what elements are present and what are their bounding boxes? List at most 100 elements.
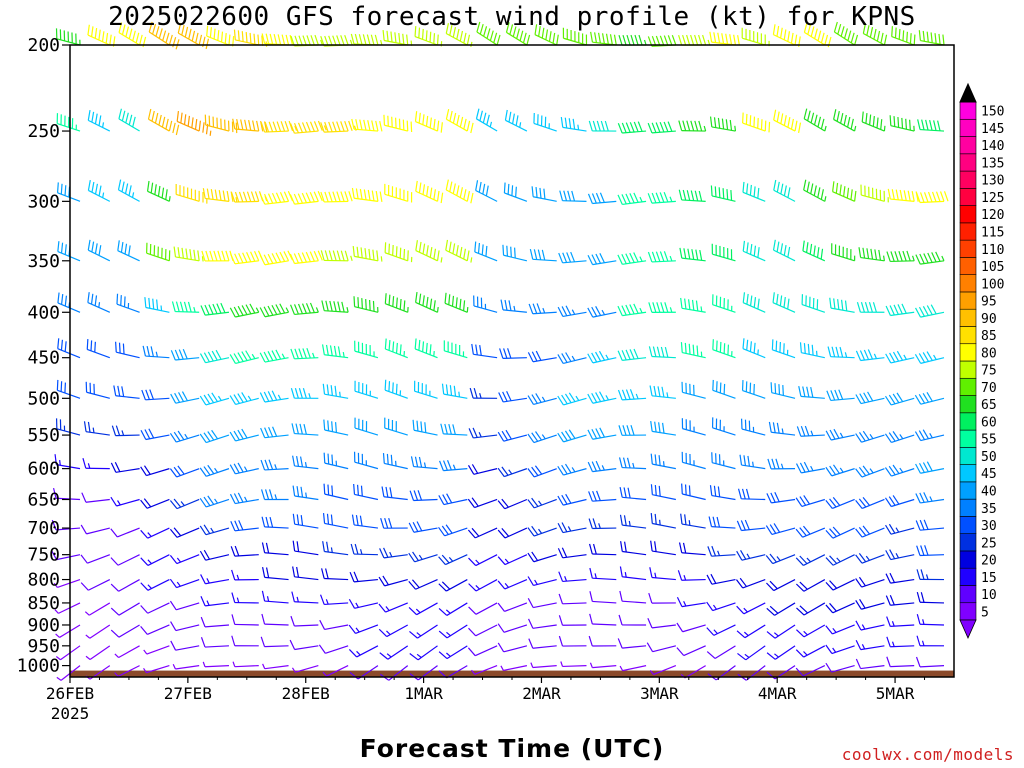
barb-flag — [438, 608, 448, 616]
wind-barb — [85, 624, 111, 639]
colorbar-label: 30 — [981, 519, 997, 534]
barb-flag — [52, 487, 57, 499]
barb-flag — [459, 298, 462, 310]
barb-staff — [87, 301, 111, 313]
wind-barb — [229, 392, 259, 406]
barb-flag — [245, 350, 252, 360]
barb-half-flag — [911, 255, 915, 261]
barb-flag — [349, 571, 355, 583]
barb-half-flag — [147, 559, 152, 565]
barb-flag — [622, 34, 627, 46]
wind-barb — [856, 302, 885, 313]
barb-staff — [504, 602, 528, 612]
barb-staff — [88, 602, 111, 616]
barb-flag — [203, 549, 211, 560]
colorbar-label: 65 — [981, 398, 997, 413]
wind-barb — [862, 23, 888, 46]
barb-flag — [228, 34, 231, 46]
barb-staff — [234, 665, 259, 668]
wind-barb — [50, 550, 81, 561]
barb-half-flag — [193, 306, 196, 313]
barb-flag — [389, 487, 393, 498]
barb-staff — [417, 624, 438, 639]
barb-half-flag — [243, 466, 248, 472]
barb-flag — [829, 528, 837, 537]
barb-flag — [327, 420, 330, 431]
barb-flag — [509, 24, 514, 35]
wind-barb — [349, 571, 378, 583]
barb-flag — [706, 601, 714, 611]
barb-flag — [121, 24, 126, 35]
barb-half-flag — [534, 579, 538, 585]
barb-flag — [466, 191, 471, 202]
barb-half-flag — [683, 601, 687, 607]
barb-flag — [749, 341, 752, 352]
wind-barb — [322, 513, 349, 529]
barb-half-flag — [217, 395, 222, 401]
wind-barb — [110, 527, 140, 538]
barb-flag — [429, 117, 432, 128]
barb-flag — [677, 570, 683, 581]
wind-barb — [83, 421, 110, 436]
barb-flag — [733, 34, 737, 46]
barb-flag — [825, 557, 834, 566]
barb-flag — [769, 524, 777, 534]
barb-flag — [829, 602, 837, 612]
barb-flag — [300, 515, 304, 526]
barb-flag — [847, 30, 852, 41]
barb-flag — [889, 305, 895, 316]
y-tick-label: 1000 — [17, 656, 60, 677]
barb-flag — [889, 549, 896, 560]
wind-barb — [617, 638, 647, 649]
barb-flag — [60, 339, 64, 351]
barb-flag — [671, 34, 677, 46]
barb-flag — [617, 389, 623, 401]
barb-flag — [91, 181, 95, 193]
barb-flag — [199, 550, 207, 561]
wind-barb — [588, 120, 617, 132]
barb-flag — [528, 638, 534, 649]
barb-flag — [502, 391, 508, 402]
barb-flag — [340, 191, 345, 202]
barb-flag — [147, 108, 152, 120]
barb-staff — [890, 665, 915, 668]
wind-barb — [350, 543, 378, 556]
barb-flag — [919, 192, 925, 203]
barb-half-flag — [803, 630, 808, 636]
barb-flag — [833, 21, 838, 33]
barb-flag — [351, 187, 355, 199]
barb-flag — [699, 249, 703, 261]
y-tick-label: 600 — [27, 459, 60, 480]
wind-barb — [557, 429, 587, 443]
barb-flag — [260, 121, 266, 133]
barb-flag — [121, 181, 125, 192]
barb-flag — [144, 297, 147, 308]
barb-flag — [773, 179, 777, 191]
barb-flag — [888, 432, 896, 442]
barb-staff — [592, 623, 617, 626]
barb-flag — [735, 579, 744, 589]
wind-barb — [587, 460, 617, 473]
barb-half-flag — [346, 307, 349, 313]
credit-link[interactable]: coolwx.com/models — [841, 745, 1014, 764]
barb-flag — [806, 181, 810, 193]
barb-flag — [923, 519, 929, 530]
y-tick-label: 450 — [27, 348, 60, 369]
barb-flag — [535, 431, 542, 441]
barb-flag — [87, 24, 90, 36]
barb-flag — [660, 302, 665, 313]
barb-flag — [140, 429, 147, 440]
barb-flag — [463, 248, 467, 260]
barb-flag — [829, 465, 837, 476]
barb-flag — [436, 34, 439, 46]
barb-flag — [105, 32, 109, 44]
wind-barb — [562, 27, 588, 46]
wind-barb — [380, 517, 408, 529]
barb-flag — [370, 34, 375, 45]
barb-flag — [327, 453, 330, 465]
barb-flag — [110, 557, 119, 566]
wind-barb — [825, 602, 855, 614]
barb-flag — [245, 304, 252, 315]
barb-half-flag — [500, 665, 504, 671]
barb-half-flag — [445, 609, 451, 614]
